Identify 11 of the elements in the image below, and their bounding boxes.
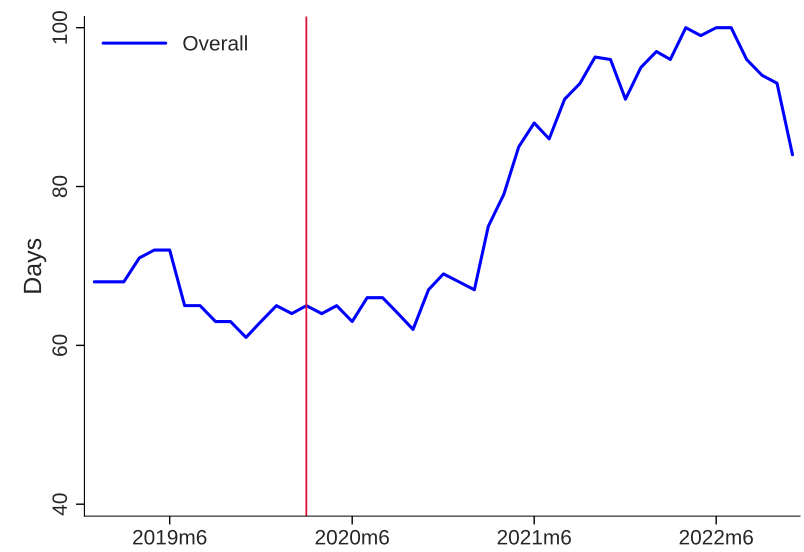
y-axis-title: Days [24, 238, 46, 293]
y-tick-label: 60 [52, 334, 68, 356]
legend-label: Overall [183, 35, 247, 51]
x-tick-label: 2019m6 [133, 530, 206, 545]
y-tick-label: 100 [52, 11, 68, 44]
x-tick-label: 2020m6 [316, 530, 389, 545]
line-series [92, 26, 794, 339]
y-tick-label: 40 [52, 493, 68, 516]
x-tick-label: 2022m6 [680, 530, 753, 545]
x-tick-label: 2021m6 [498, 530, 571, 545]
y-tick-label: 80 [52, 176, 68, 198]
